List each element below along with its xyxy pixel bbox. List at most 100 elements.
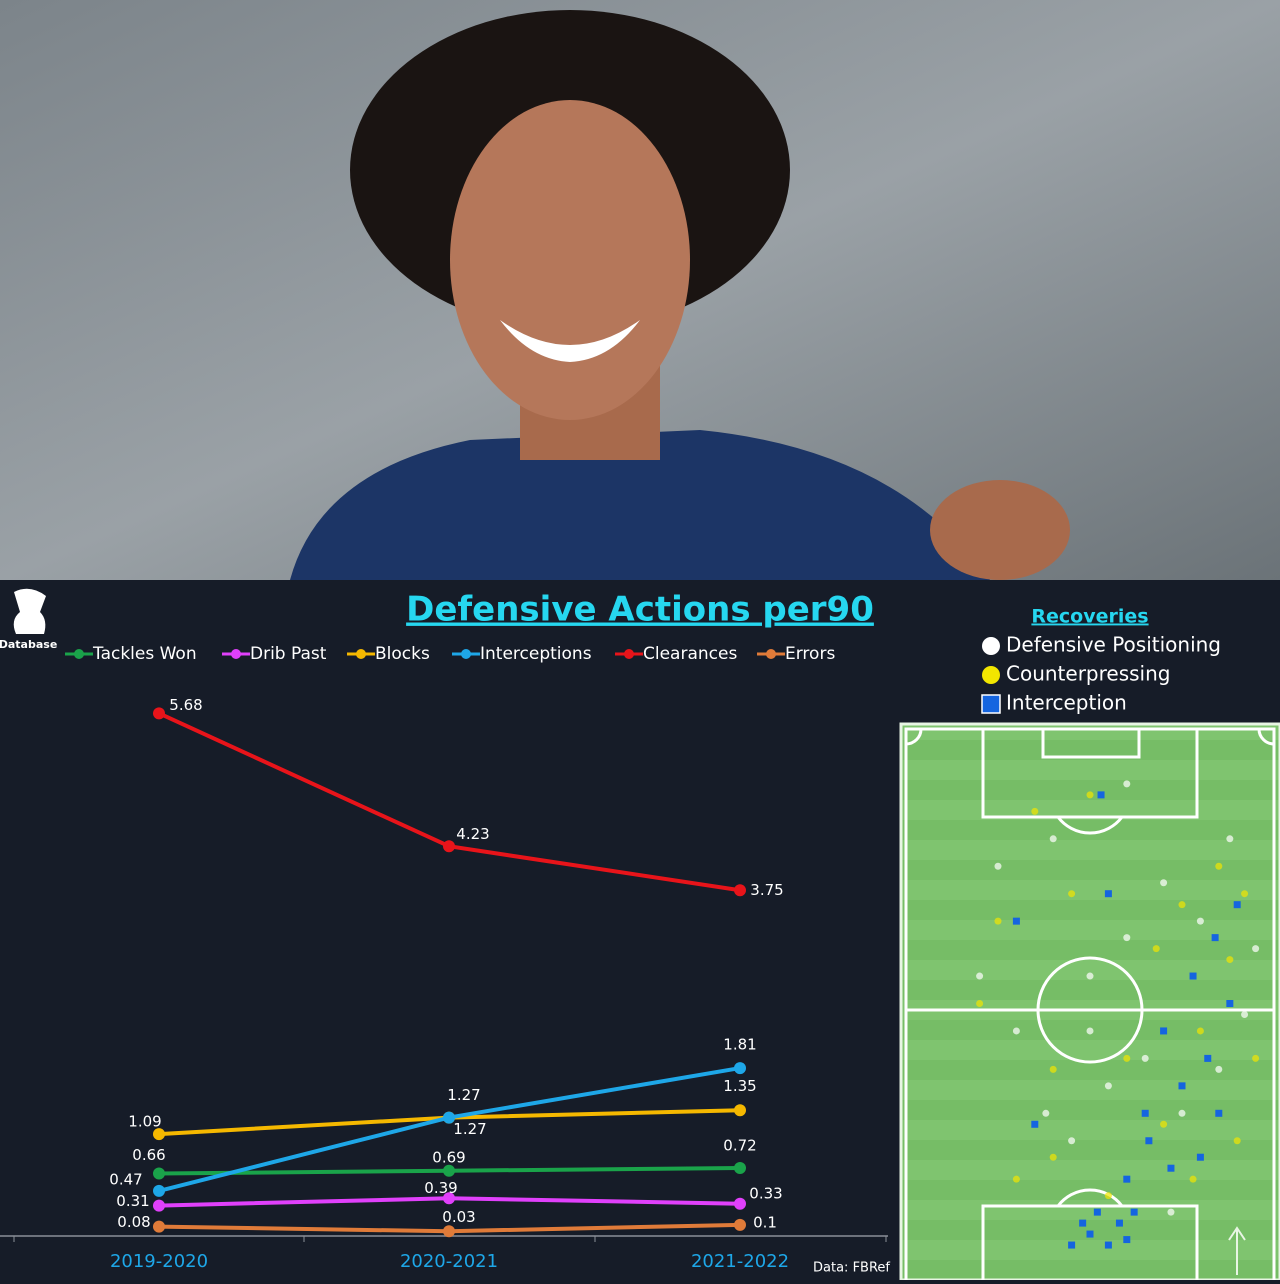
point (1068, 890, 1076, 898)
point (1226, 1000, 1234, 1007)
point (1042, 1109, 1050, 1117)
data-label: 0.39 (424, 1179, 457, 1197)
legend-marker (766, 649, 776, 659)
data-label: 1.81 (723, 1036, 756, 1054)
data-label: 0.33 (749, 1184, 782, 1202)
point (976, 972, 984, 980)
point (1086, 1027, 1094, 1035)
point (994, 917, 1002, 925)
point (1178, 901, 1186, 909)
point (153, 1167, 165, 1180)
point (1031, 807, 1039, 815)
point (1196, 1027, 1204, 1035)
point (1031, 1120, 1039, 1128)
point (1141, 1109, 1149, 1117)
point (1123, 780, 1131, 788)
point (1068, 1137, 1076, 1145)
legend-marker (981, 694, 1001, 714)
point (734, 1062, 746, 1075)
point (1104, 1241, 1112, 1249)
source: Data: FBRef (813, 1261, 890, 1276)
point (443, 1111, 455, 1124)
point (1211, 934, 1219, 942)
point (1086, 791, 1094, 799)
point (1049, 1153, 1057, 1161)
point (1097, 791, 1105, 799)
point (153, 1199, 165, 1212)
point (734, 1104, 746, 1117)
point (1115, 1219, 1123, 1227)
point (443, 840, 455, 853)
x-tick-label: 2019-2020 (110, 1251, 208, 1272)
series-line (158, 711, 741, 893)
point (443, 1164, 455, 1177)
point (734, 1197, 746, 1210)
data-label: 0.47 (109, 1170, 142, 1188)
pitch (899, 722, 1280, 1284)
point (153, 1128, 165, 1141)
point (1123, 1236, 1131, 1244)
point (1152, 945, 1160, 953)
data-label: 0.72 (723, 1137, 756, 1155)
legend-label: Blocks (375, 644, 430, 664)
point (1104, 1082, 1112, 1090)
point (1241, 1010, 1249, 1018)
data-label: 1.27 (447, 1086, 480, 1104)
x-tick-label: 2021-2022 (691, 1251, 789, 1272)
point (734, 1218, 746, 1231)
legend-marker (982, 666, 1000, 684)
data-label: 1.09 (128, 1113, 161, 1131)
data-label: 4.23 (456, 825, 489, 843)
data-label: 5.68 (169, 696, 202, 714)
point (1252, 945, 1260, 953)
point (1204, 1054, 1212, 1062)
point (734, 1162, 746, 1174)
point (1215, 1109, 1223, 1117)
point (1130, 1208, 1138, 1216)
logo: Database (0, 588, 57, 651)
x-tick-label: 2020-2021 (400, 1251, 498, 1272)
point (1252, 1054, 1260, 1062)
pitch-title: Recoveries (1031, 606, 1148, 628)
point (1226, 956, 1234, 964)
data-label: 0.31 (116, 1192, 149, 1210)
legend-label: Drib Past (250, 644, 327, 664)
point (1226, 835, 1234, 843)
point (1233, 1137, 1241, 1145)
point (1012, 1175, 1020, 1183)
point (1189, 1175, 1197, 1183)
point (1049, 1065, 1057, 1073)
point (1145, 1137, 1153, 1145)
data-label: 0.69 (432, 1148, 465, 1166)
point (1196, 1153, 1204, 1161)
point (1196, 917, 1204, 925)
point (1086, 1230, 1094, 1238)
point (1079, 1219, 1087, 1227)
point (1093, 1208, 1101, 1216)
data-label: 0.66 (132, 1146, 165, 1164)
point (1178, 1109, 1186, 1117)
point (976, 1000, 984, 1007)
legend-label: Errors (785, 644, 835, 664)
legend-label: Interception (1006, 691, 1127, 715)
point (1104, 1192, 1112, 1200)
logo-text: Database (0, 638, 57, 651)
point (1160, 1120, 1168, 1128)
data-label: 1.35 (723, 1077, 756, 1095)
point (443, 1192, 455, 1205)
point (1123, 934, 1131, 942)
point (1068, 1241, 1076, 1249)
legend-label: Defensive Positioning (1006, 633, 1221, 657)
data-label: 1.27 (453, 1120, 486, 1138)
data-label: 0.08 (117, 1213, 150, 1231)
point (1104, 890, 1112, 898)
point (1178, 1082, 1186, 1090)
point (1123, 1054, 1131, 1062)
point (734, 884, 746, 897)
legend-marker (356, 649, 366, 659)
legend-marker (624, 649, 634, 659)
point (1167, 1164, 1175, 1172)
point (1233, 901, 1241, 909)
point (1215, 1065, 1223, 1073)
